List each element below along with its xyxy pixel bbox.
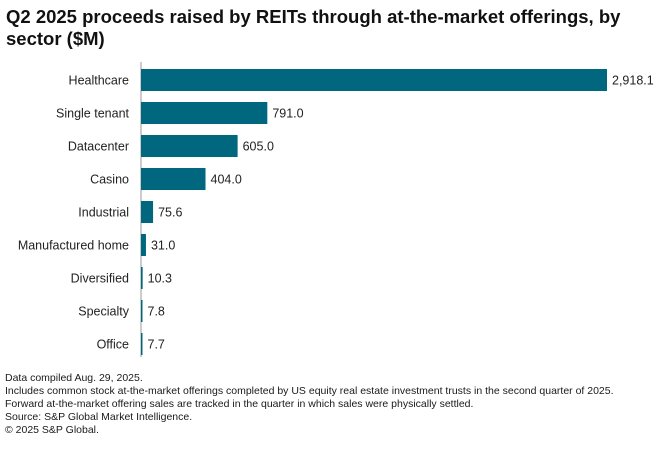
bar-datacenter bbox=[141, 135, 238, 157]
category-label-office: Office bbox=[97, 338, 129, 352]
bar-manufactured-home bbox=[141, 234, 146, 256]
category-label-healthcare: Healthcare bbox=[69, 74, 129, 88]
value-label-specialty: 7.8 bbox=[148, 305, 165, 319]
bar-diversified bbox=[141, 267, 143, 289]
category-label-single-tenant: Single tenant bbox=[56, 107, 130, 121]
value-label-single-tenant: 791.0 bbox=[272, 107, 303, 121]
category-label-datacenter: Datacenter bbox=[68, 140, 129, 154]
category-label-diversified: Diversified bbox=[71, 272, 129, 286]
value-label-manufactured-home: 31.0 bbox=[151, 239, 175, 253]
category-label-casino: Casino bbox=[90, 173, 129, 187]
category-label-manufactured-home: Manufactured home bbox=[18, 239, 129, 253]
bar-office bbox=[141, 333, 143, 355]
value-label-industrial: 75.6 bbox=[158, 206, 182, 220]
bar-chart: Healthcare 2,918.1 Single tenant 791.0 Datac… bbox=[18, 62, 654, 357]
bar-specialty bbox=[141, 300, 143, 322]
value-label-diversified: 10.3 bbox=[148, 272, 172, 286]
value-label-office: 7.7 bbox=[148, 338, 165, 352]
chart-footer: Data compiled Aug. 29, 2025. Includes co… bbox=[5, 372, 655, 437]
footer-copyright: © 2025 S&P Global. bbox=[5, 424, 99, 436]
footer-note-forward: Forward at-the-market offering sales are… bbox=[5, 398, 474, 410]
bar-healthcare bbox=[141, 69, 607, 91]
bar-industrial bbox=[141, 201, 154, 223]
value-label-casino: 404.0 bbox=[211, 173, 242, 187]
category-label-industrial: Industrial bbox=[78, 206, 129, 220]
category-label-specialty: Specialty bbox=[78, 305, 129, 319]
value-label-healthcare: 2,918.1 bbox=[612, 74, 654, 88]
bar-casino bbox=[141, 168, 206, 190]
bar-single-tenant bbox=[141, 102, 268, 124]
footer-source: Source: S&P Global Market Intelligence. bbox=[5, 411, 193, 423]
footer-note-compiled: Data compiled Aug. 29, 2025. bbox=[5, 372, 143, 384]
footer-note-includes: Includes common stock at-the-market offe… bbox=[5, 385, 614, 397]
chart-title: Q2 2025 proceeds raised by REITs through… bbox=[6, 6, 621, 49]
value-label-datacenter: 605.0 bbox=[243, 140, 274, 154]
